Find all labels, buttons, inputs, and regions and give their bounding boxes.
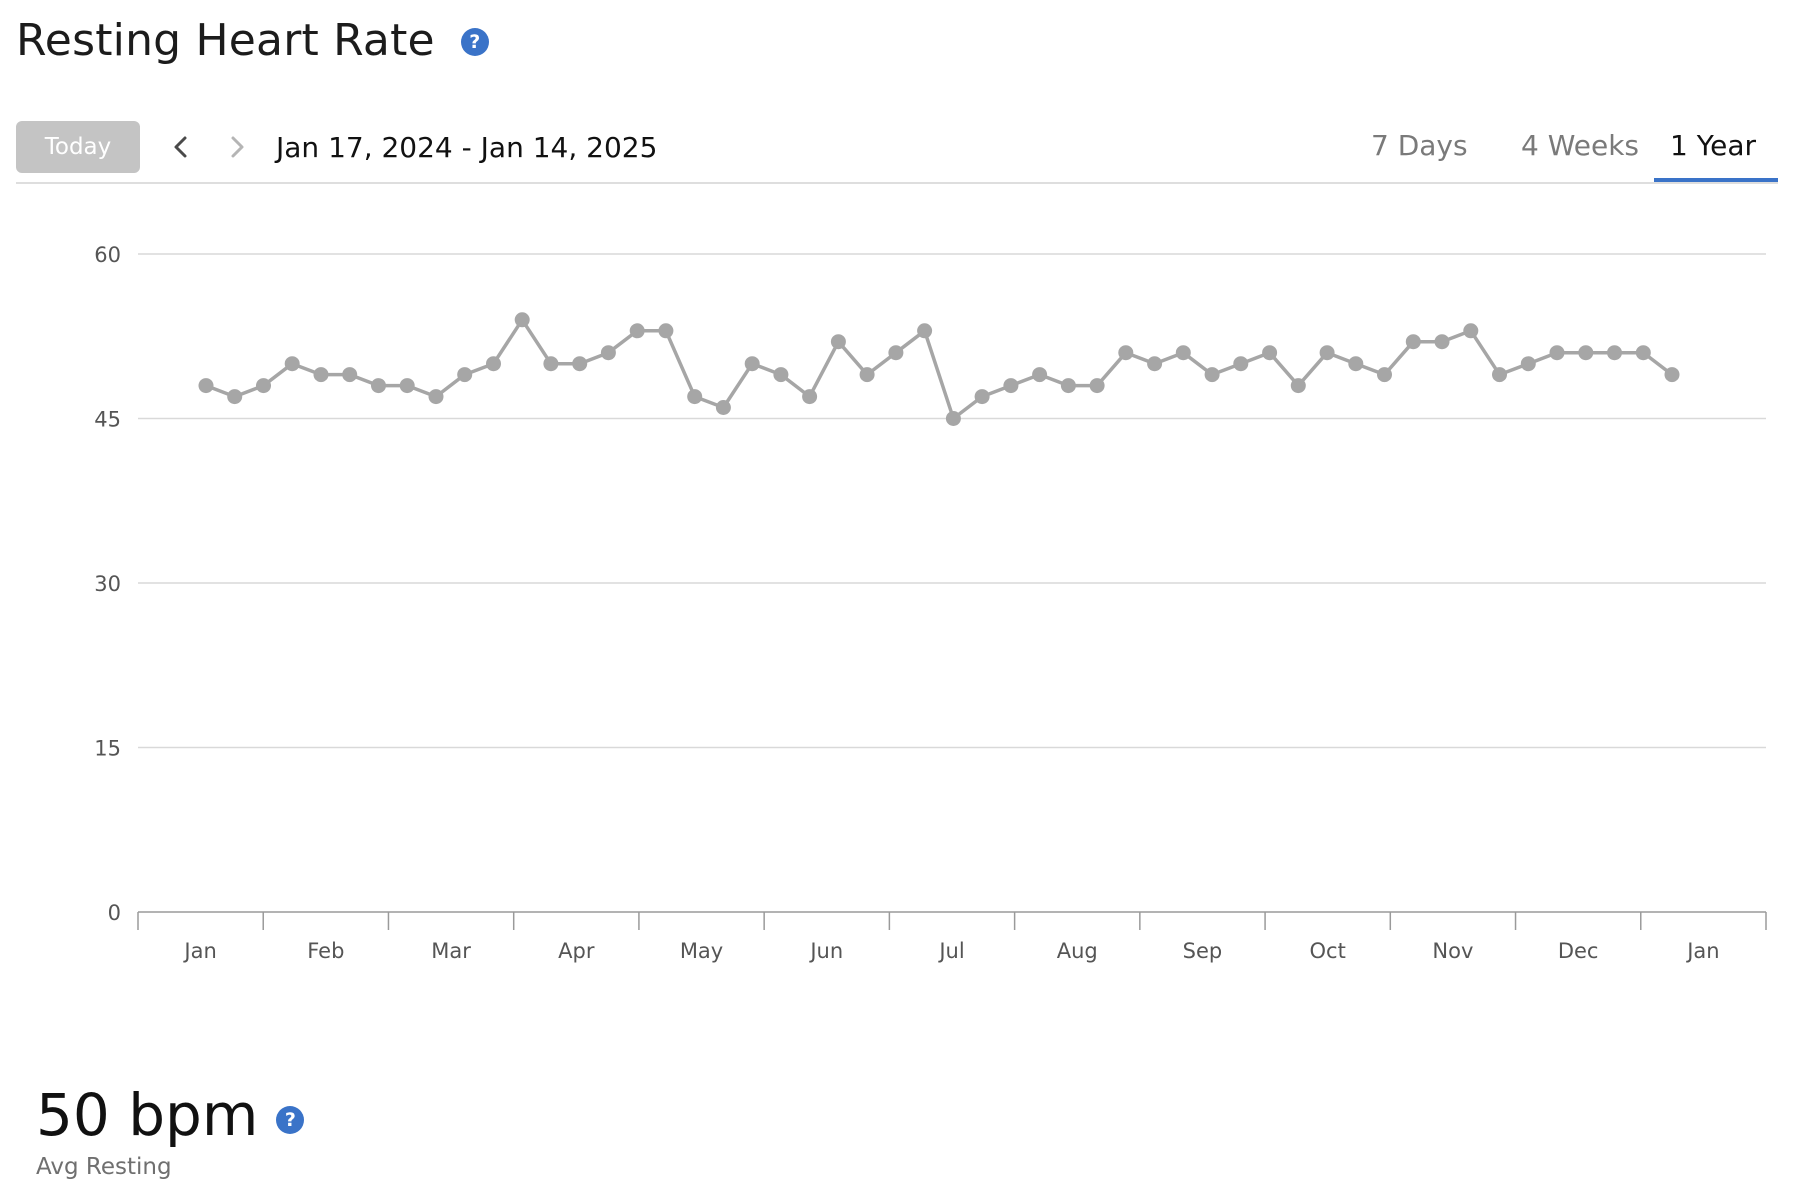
data-point bbox=[1175, 345, 1191, 361]
x-tick-label: Aug bbox=[1057, 939, 1098, 963]
data-point bbox=[1089, 378, 1105, 394]
data-point bbox=[1290, 378, 1306, 394]
x-tick-label: Feb bbox=[307, 939, 344, 963]
y-tick-label: 30 bbox=[94, 572, 121, 596]
data-point bbox=[974, 389, 990, 405]
page-title: Resting Heart Rate bbox=[16, 14, 435, 66]
title-row: Resting Heart Rate ? bbox=[16, 10, 489, 70]
help-icon[interactable]: ? bbox=[460, 28, 489, 56]
date-toolbar: Today Jan 17, 2024 - Jan 14, 2025 7 Days… bbox=[16, 120, 1778, 184]
data-point bbox=[600, 345, 616, 361]
x-tick-label: Jun bbox=[808, 939, 843, 963]
data-point bbox=[342, 367, 358, 383]
tab-1-year[interactable]: 1 Year bbox=[1670, 129, 1756, 162]
data-point bbox=[428, 389, 444, 405]
data-point bbox=[1492, 367, 1507, 383]
data-point bbox=[1118, 345, 1134, 361]
data-point bbox=[744, 356, 760, 372]
data-point bbox=[1664, 367, 1680, 383]
avg-resting-label: Avg Resting bbox=[36, 1154, 172, 1180]
x-tick-label: Jul bbox=[937, 939, 964, 963]
data-point bbox=[284, 356, 300, 372]
data-point bbox=[371, 378, 386, 394]
y-tick-label: 15 bbox=[94, 737, 121, 761]
data-point bbox=[1147, 356, 1163, 372]
data-point bbox=[1463, 323, 1479, 339]
data-point bbox=[514, 312, 530, 328]
data-point bbox=[256, 378, 271, 394]
y-tick-label: 60 bbox=[94, 243, 121, 267]
data-point bbox=[1607, 345, 1622, 361]
data-point bbox=[486, 356, 501, 372]
data-point bbox=[715, 400, 731, 415]
summary-help-icon[interactable]: ? bbox=[276, 1106, 305, 1134]
chevron-right-icon[interactable] bbox=[222, 130, 252, 164]
data-point bbox=[830, 334, 846, 350]
x-tick-label: Jan bbox=[1685, 939, 1719, 963]
data-point bbox=[399, 378, 415, 394]
data-point bbox=[1578, 345, 1594, 361]
data-point bbox=[1377, 367, 1392, 383]
data-point bbox=[1405, 334, 1421, 350]
data-point bbox=[917, 323, 933, 339]
data-point bbox=[1003, 378, 1019, 394]
heart-rate-chart-svg: 0 15 30 45 60 Jan Feb Mar Apr May Jun Jul Aug Sep Oct N… bbox=[94, 243, 1767, 963]
chevron-left-icon[interactable] bbox=[166, 130, 196, 164]
today-button[interactable]: Today bbox=[16, 121, 140, 173]
data-point bbox=[802, 389, 818, 405]
avg-resting-value: 50 bpm bbox=[36, 1081, 259, 1149]
x-tick-label: Nov bbox=[1432, 939, 1473, 963]
avg-resting-summary: 50 bpm ? Avg Resting bbox=[36, 1080, 305, 1180]
selected-tab-indicator bbox=[1654, 178, 1778, 182]
x-tick-label: Jan bbox=[182, 939, 216, 963]
data-point bbox=[888, 345, 904, 361]
data-point bbox=[687, 389, 703, 405]
y-tick-label: 0 bbox=[108, 901, 121, 925]
series-line bbox=[204, 318, 1674, 421]
data-point bbox=[227, 389, 243, 405]
date-range-label: Jan 17, 2024 - Jan 14, 2025 bbox=[276, 131, 658, 164]
data-point bbox=[1348, 356, 1364, 372]
x-tick-label: Dec bbox=[1558, 939, 1599, 963]
data-point bbox=[198, 378, 214, 394]
data-point bbox=[1520, 356, 1536, 372]
x-tick-label: Sep bbox=[1183, 939, 1223, 963]
data-point bbox=[572, 356, 588, 372]
x-tick-label: Mar bbox=[431, 939, 471, 963]
tab-4-weeks[interactable]: 4 Weeks bbox=[1521, 129, 1640, 162]
data-point bbox=[1262, 345, 1278, 361]
data-point bbox=[457, 367, 473, 383]
data-point bbox=[1032, 367, 1048, 383]
data-point bbox=[1060, 378, 1076, 394]
data-point bbox=[1635, 345, 1651, 361]
x-tick-label: Oct bbox=[1310, 939, 1346, 963]
data-point bbox=[313, 367, 329, 383]
data-point bbox=[629, 323, 645, 339]
tab-7-days[interactable]: 7 Days bbox=[1371, 129, 1468, 162]
data-point bbox=[658, 323, 674, 339]
data-point bbox=[1233, 356, 1249, 372]
x-tick-label: Apr bbox=[558, 939, 595, 963]
data-point bbox=[1434, 334, 1450, 350]
data-point bbox=[1549, 345, 1565, 361]
y-tick-label: 45 bbox=[94, 408, 121, 432]
data-point bbox=[945, 411, 961, 426]
data-point bbox=[1204, 367, 1220, 383]
data-point bbox=[773, 367, 789, 383]
heart-rate-chart: 0 15 30 45 60 Jan Feb Mar Apr May Jun Jul Aug Sep Oct N… bbox=[0, 220, 1804, 1000]
data-point bbox=[859, 367, 875, 383]
summary-value-row: 50 bpm ? bbox=[36, 1080, 305, 1150]
x-tick-label: May bbox=[680, 939, 723, 963]
data-point bbox=[543, 356, 559, 372]
data-point bbox=[1319, 345, 1335, 361]
